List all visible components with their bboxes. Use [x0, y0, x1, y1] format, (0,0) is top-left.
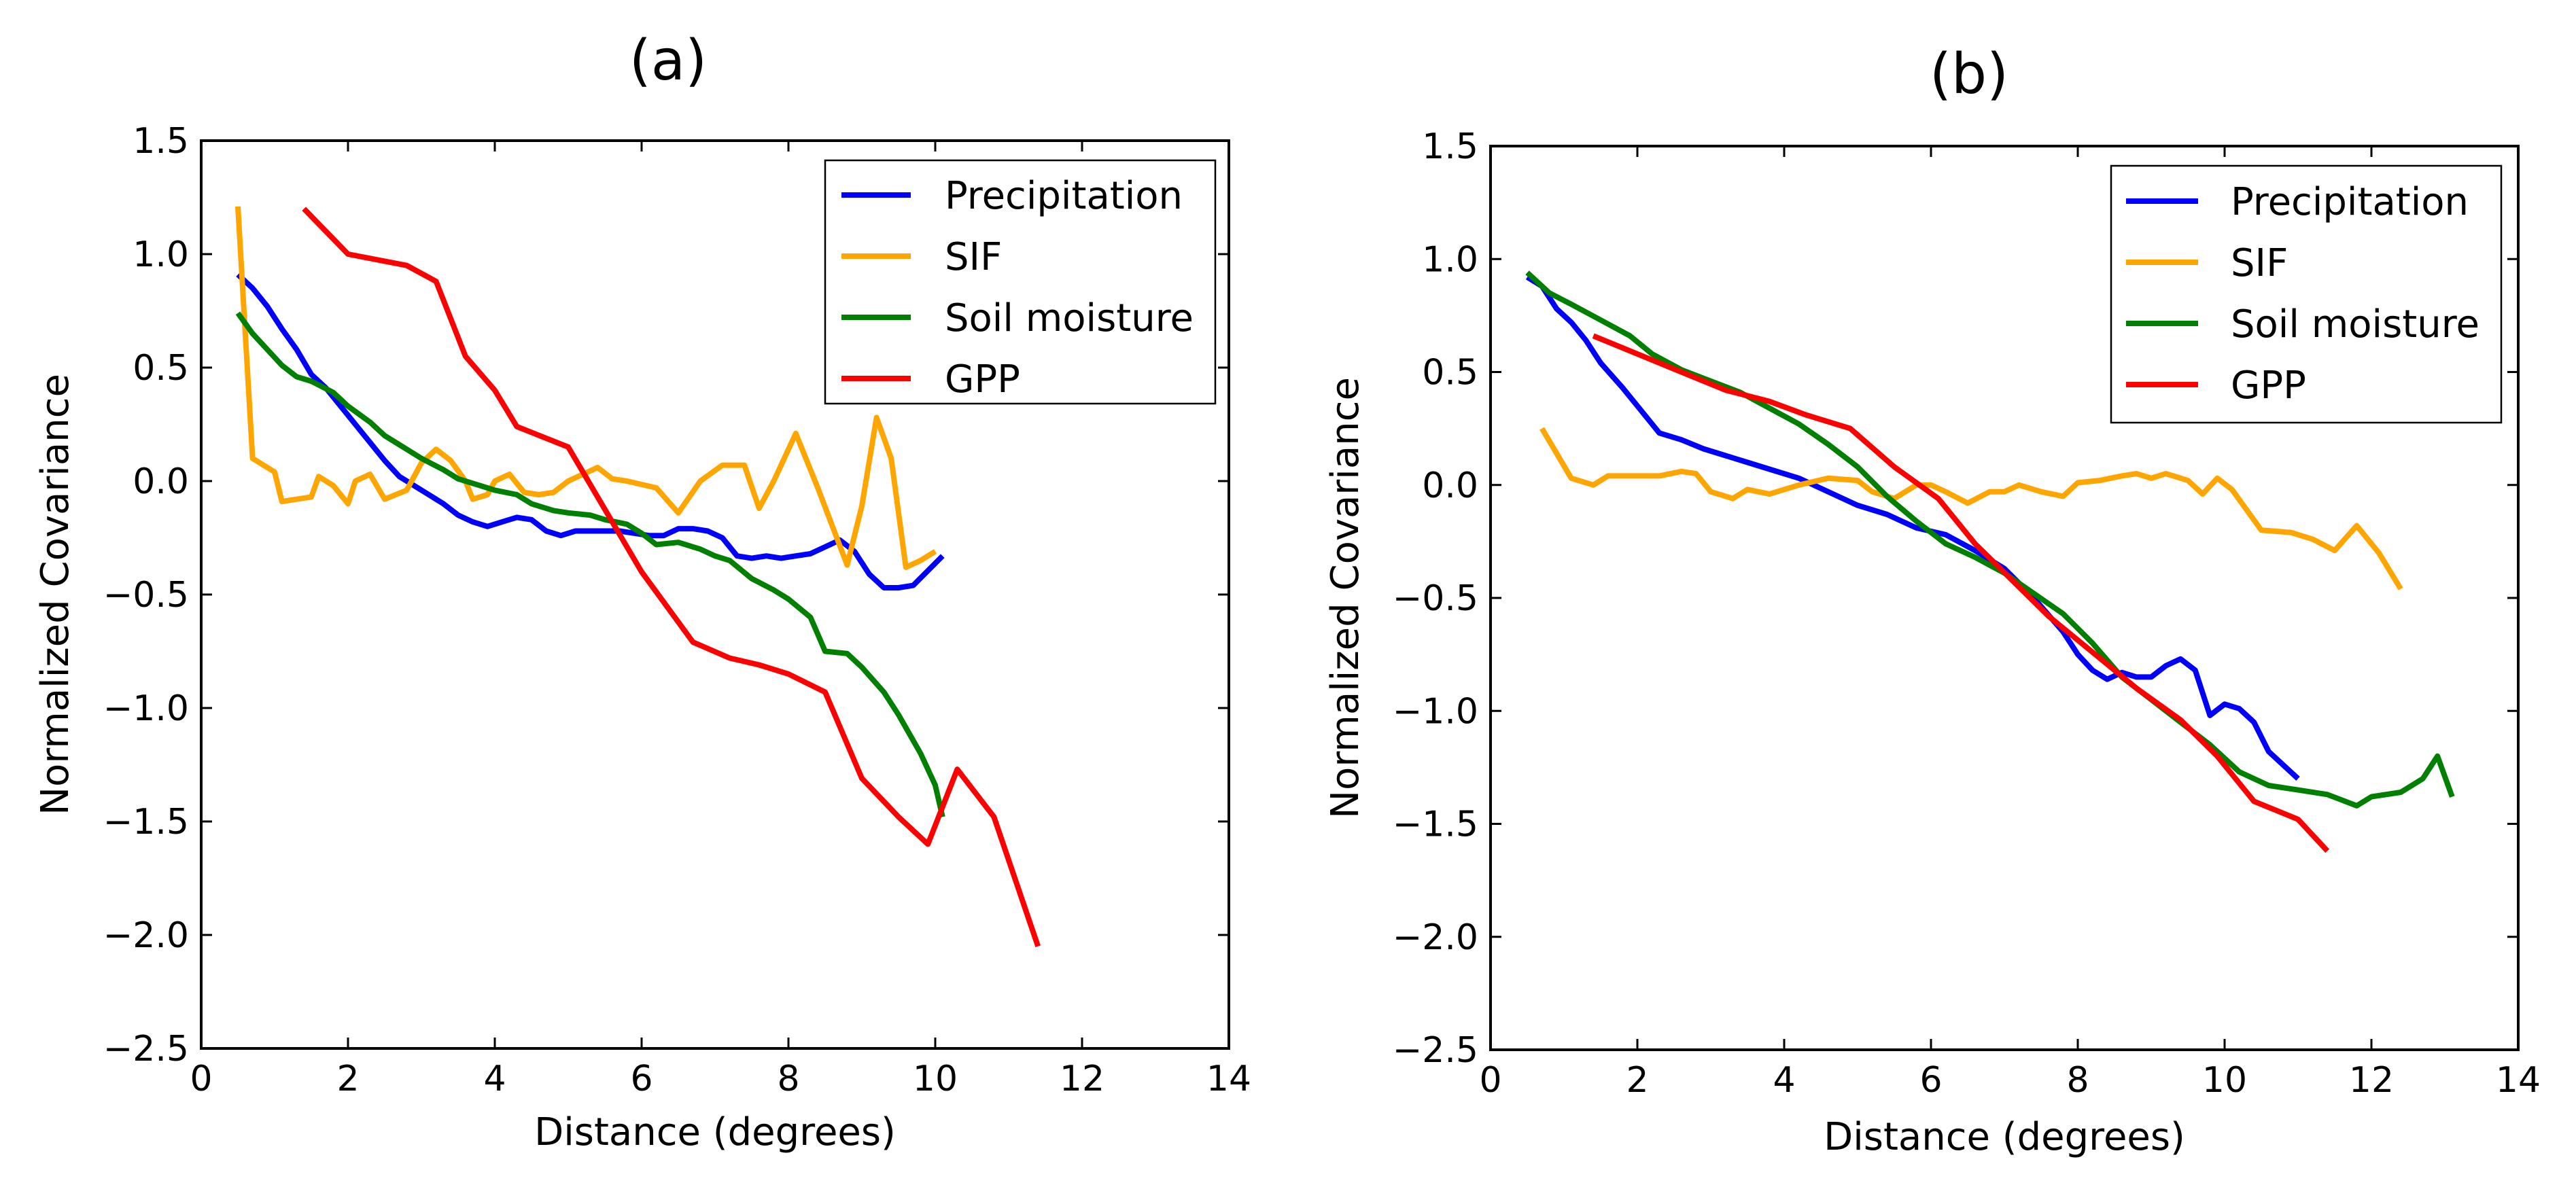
panel-b-grid-ticks: 0 2 4 6 8 10 12 14 −2.5 −2.0 −1.5 −1.0 −0.5 0.0 0.5 1.0… [1393, 126, 2541, 1101]
panel-b-y-tick-label: 0.0 [1422, 465, 1478, 506]
panel-a-y-tick-label: −1.5 [103, 802, 189, 843]
panel-b-legend-label-precipitation: Precipitation [2231, 180, 2469, 224]
panel-b-y-tick-label: −2.0 [1393, 917, 1478, 958]
panel-b-x-tick-label: 12 [2349, 1060, 2394, 1101]
panel-a-series-sif [235, 206, 937, 570]
panel-a-y-tick-label: −1.0 [103, 688, 189, 729]
panel-b-y-tick-label: 1.5 [1422, 126, 1478, 167]
panel-a-y-axis-label: Normalized Covariance [33, 374, 77, 815]
panel-b-x-tick-label: 4 [1773, 1060, 1795, 1101]
panel-a-y-tick-label: 0.5 [133, 348, 189, 389]
panel-a-y-tick-label: 1.5 [133, 121, 189, 162]
panel-a-x-tick-label: 2 [336, 1059, 359, 1099]
panel-a-y-tick-label: −2.5 [103, 1029, 189, 1069]
panel-b-x-tick-label: 6 [1919, 1060, 1942, 1101]
panel-a-x-tick-label: 4 [483, 1059, 506, 1099]
panel-b-y-tick-label: −1.0 [1393, 691, 1478, 732]
panel-b-y-tick-label: −0.5 [1393, 578, 1478, 619]
panel-b-series [1525, 270, 2455, 853]
panel-b: (b) 0 2 4 6 8 10 12 14 −2.5 −2.0 −1.5 −1.0 −0.5 0.0 0.… [1323, 42, 2541, 1159]
panel-a-x-tick-label: 0 [190, 1059, 212, 1099]
panel-a-x-tick-label: 10 [913, 1059, 958, 1099]
panel-a-legend: Precipitation SIF Soil moisture GPP [824, 159, 1217, 405]
panel-b-legend-label-sif: SIF [2231, 241, 2288, 285]
panel-a-title: (a) [629, 29, 707, 93]
panel-a-legend-label-gpp: GPP [945, 357, 1020, 402]
panel-b-x-axis-label: Distance (degrees) [1824, 1115, 2185, 1159]
panel-b-legend-label-gpp: GPP [2231, 364, 2306, 408]
panel-b-x-tick-label: 10 [2202, 1060, 2247, 1101]
panel-a-legend-label-sif: SIF [945, 235, 1002, 279]
panel-a-x-tick-label: 6 [630, 1059, 652, 1099]
panel-b-x-tick-label: 8 [2066, 1060, 2089, 1101]
panel-b-x-tick-label: 0 [1479, 1060, 1501, 1101]
panel-a-y-tick-label: −0.5 [103, 575, 189, 616]
panel-a-series-precipitation [236, 272, 945, 590]
panel-b-series-gpp [1592, 333, 2330, 853]
panel-a-y-tick-label: 0.0 [133, 461, 189, 502]
panel-b-axes-frame [1489, 145, 2520, 1051]
panel-a: (a) 0 2 4 6 8 10 12 14 −2.5 −2.0 −1.5 −1.0 −0.5 0.0 0.… [33, 29, 1251, 1154]
panel-a-legend-label-precipitation: Precipitation [945, 174, 1183, 218]
panel-a-x-axis-label: Distance (degrees) [534, 1110, 896, 1154]
panel-b-title: (b) [1930, 42, 2008, 107]
panel-a-series-soil-moisture [235, 311, 945, 818]
panel-b-x-tick-label: 14 [2496, 1060, 2541, 1101]
panel-a-axes-frame [200, 139, 1230, 1050]
panel-a-x-tick-label: 14 [1206, 1059, 1251, 1099]
panel-b-x-tick-label: 2 [1626, 1060, 1648, 1101]
panel-b-y-tick-label: 0.5 [1422, 353, 1478, 393]
panel-b-legend: Precipitation SIF Soil moisture GPP [2110, 164, 2503, 424]
panel-b-legend-box [2110, 164, 2503, 424]
panel-a-x-tick-label: 8 [777, 1059, 799, 1099]
panel-b-y-tick-label: −2.5 [1393, 1030, 1478, 1071]
panel-b-legend-label-soil-moisture: Soil moisture [2231, 302, 2479, 347]
panel-b-series-sif [1539, 427, 2403, 590]
panel-b-series-precipitation [1525, 275, 2300, 781]
panel-b-y-tick-label: −1.5 [1393, 804, 1478, 845]
panel-b-y-axis-label: Normalized Covariance [1323, 377, 1368, 819]
panel-a-legend-box [824, 159, 1217, 405]
panel-a-series-gpp [302, 207, 1041, 947]
panel-a-x-tick-label: 12 [1060, 1059, 1104, 1099]
panel-a-series [235, 206, 1041, 947]
panel-a-grid-ticks: 0 2 4 6 8 10 12 14 −2.5 −2.0 −1.5 −1.0 −0.5 0.0 0.5 1.0… [103, 121, 1251, 1099]
panel-b-y-tick-label: 1.0 [1422, 239, 1478, 280]
panel-a-y-tick-label: −2.0 [103, 915, 189, 956]
panel-a-y-tick-label: 1.0 [133, 234, 189, 275]
panel-a-legend-label-soil-moisture: Soil moisture [945, 296, 1194, 340]
